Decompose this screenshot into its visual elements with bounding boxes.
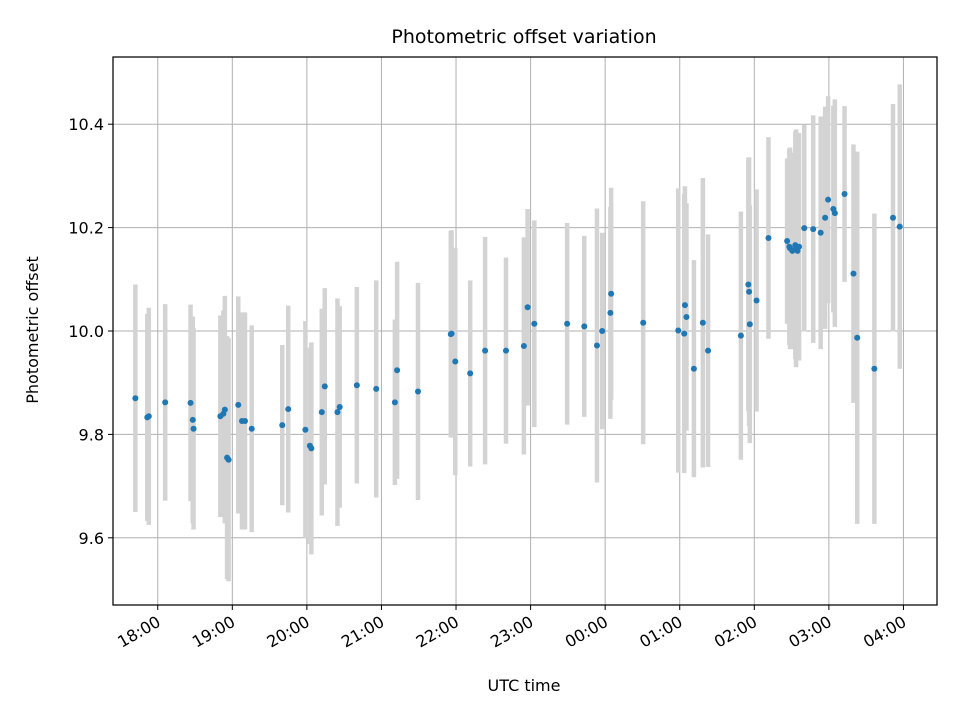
data-point (746, 321, 753, 328)
data-point (850, 270, 857, 277)
data-point (241, 417, 248, 424)
data-point (391, 399, 398, 406)
data-point (531, 320, 538, 327)
data-point (132, 395, 139, 402)
data-point (581, 323, 588, 330)
data-points (132, 191, 903, 463)
y-tick-label: 10.2 (68, 219, 104, 238)
data-point (502, 347, 509, 354)
data-point (607, 309, 614, 316)
x-axis-title: UTC time (488, 676, 561, 695)
data-point (765, 234, 772, 241)
data-point (841, 191, 848, 197)
data-point (831, 210, 838, 217)
data-point (608, 290, 615, 297)
data-point (745, 281, 752, 288)
data-point (699, 319, 706, 326)
data-point (414, 388, 421, 395)
data-point (279, 422, 286, 429)
data-point (871, 365, 878, 372)
data-point (334, 409, 341, 416)
data-point (640, 319, 647, 326)
y-tick-label: 9.8 (79, 425, 104, 444)
data-point (467, 370, 474, 377)
data-point (318, 409, 325, 416)
data-point (448, 330, 455, 337)
data-point (890, 214, 897, 221)
data-point (189, 416, 196, 423)
data-point (746, 288, 753, 295)
data-point (162, 399, 169, 406)
data-point (593, 342, 600, 349)
data-point (190, 425, 197, 432)
data-point (817, 229, 824, 236)
data-point (353, 382, 360, 389)
y-tick-label: 10.0 (68, 322, 104, 341)
data-point (482, 347, 489, 354)
data-point (235, 401, 242, 408)
data-point (810, 226, 817, 233)
data-point (690, 365, 697, 372)
data-point (796, 243, 803, 250)
data-point (520, 342, 527, 349)
data-point (675, 327, 682, 334)
data-point (524, 304, 531, 311)
y-axis-title: Photometric offset (23, 256, 42, 404)
data-point (225, 456, 232, 463)
data-point (599, 328, 606, 334)
data-point (737, 332, 744, 339)
data-point (221, 406, 228, 413)
data-point (801, 225, 808, 232)
data-point (681, 330, 688, 337)
data-point (753, 297, 760, 304)
data-point (452, 358, 459, 365)
data-point (681, 302, 688, 309)
data-point (302, 426, 309, 433)
data-point (564, 320, 571, 327)
data-point (784, 238, 791, 245)
y-axis-ticks: 9.6 9.8 10.0 10.2 10.4 (68, 115, 113, 548)
data-point (854, 334, 861, 341)
data-point (683, 314, 690, 321)
data-point (705, 347, 712, 354)
data-point (822, 214, 829, 221)
data-point (321, 383, 328, 390)
y-tick-label: 9.6 (79, 529, 104, 548)
data-point (248, 425, 255, 432)
data-point (145, 413, 152, 420)
data-point (373, 385, 380, 392)
data-point (394, 367, 401, 374)
y-tick-label: 10.4 (68, 115, 104, 134)
chart-title: Photometric offset variation (391, 26, 656, 48)
data-point (896, 223, 903, 230)
data-point (308, 445, 315, 452)
data-point (187, 399, 194, 406)
data-point (336, 403, 343, 410)
data-point (825, 196, 832, 203)
data-point (285, 406, 292, 413)
